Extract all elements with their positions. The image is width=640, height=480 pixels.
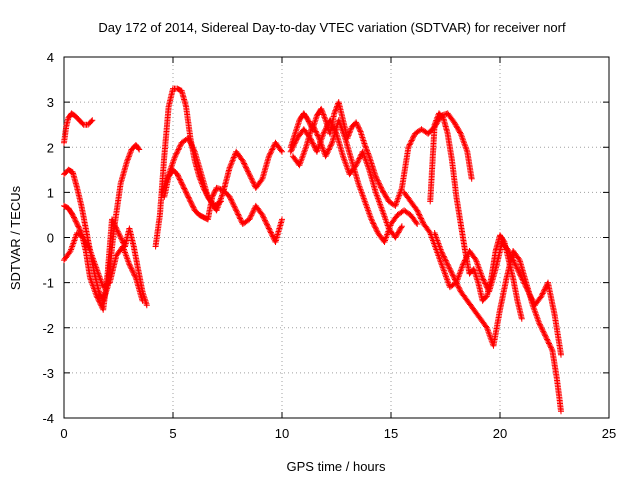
y-tick-label: 4: [47, 50, 54, 65]
series-track-d: [61, 230, 146, 304]
y-tick-label: -4: [42, 411, 54, 426]
series-track-f: [161, 166, 285, 245]
axis-ticks: 0 5 10 15 20 25 -4 -3 -2 -1 0 1 2 3 4: [42, 50, 616, 441]
x-axis-label: GPS time / hours: [287, 459, 386, 474]
y-tick-label: -3: [42, 366, 54, 381]
x-tick-label: 25: [602, 426, 616, 441]
x-tick-label: 20: [493, 426, 507, 441]
series-line: [155, 87, 283, 248]
series-line: [429, 112, 523, 320]
series-markers: [401, 189, 564, 358]
y-tick-label: 2: [47, 140, 54, 155]
series-track-l: [427, 110, 525, 322]
x-tick-label: 10: [275, 426, 289, 441]
y-axis-label: SDTVAR / TECUs: [8, 185, 23, 290]
x-tick-label: 0: [60, 426, 67, 441]
y-tick-label: -2: [42, 321, 54, 336]
series-track-m: [431, 230, 564, 415]
chart-title: Day 172 of 2014, Sidereal Day-to-day VTE…: [98, 20, 566, 35]
y-tick-label: 3: [47, 95, 54, 110]
series-markers: [61, 202, 150, 313]
series-markers: [287, 99, 475, 209]
x-tick-label: 5: [169, 426, 176, 441]
x-tick-label: 15: [384, 426, 398, 441]
series-track-a: [61, 110, 96, 146]
y-tick-label: 0: [47, 231, 54, 246]
series-track-e: [152, 85, 285, 250]
series-track-k: [401, 189, 564, 358]
series-markers: [427, 110, 525, 322]
series-markers: [431, 230, 564, 415]
series-markers: [61, 230, 146, 304]
series-markers: [161, 166, 285, 245]
series-markers: [289, 117, 421, 245]
series-track-j: [289, 117, 421, 245]
y-tick-label: 1: [47, 185, 54, 200]
series-markers: [152, 85, 285, 250]
data-series: [61, 85, 564, 415]
series-track-c: [61, 202, 150, 313]
series-markers: [159, 135, 224, 209]
y-tick-label: -1: [42, 276, 54, 291]
series-track-h: [287, 99, 475, 209]
series-track-g: [159, 135, 224, 209]
series-markers: [61, 110, 96, 146]
